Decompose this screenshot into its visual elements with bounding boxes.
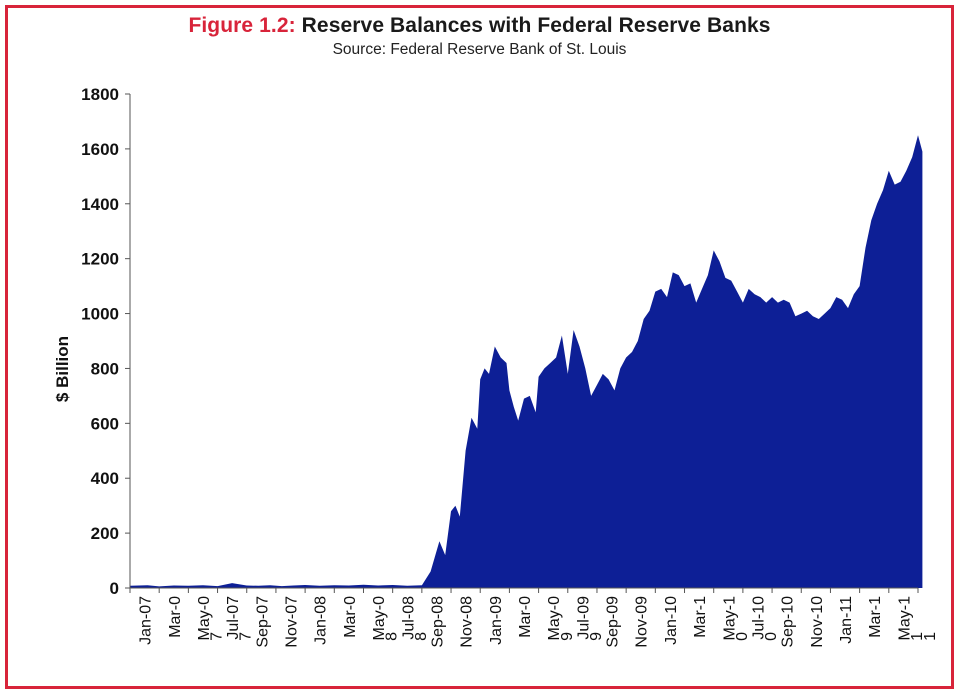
x-tick-label-fragment: 0 [734, 632, 751, 641]
y-tick-label: 1200 [81, 250, 119, 269]
x-tick-label: Jul-07 [225, 596, 242, 640]
x-tick-label: Jan-09 [488, 596, 505, 645]
x-tick-label-fragment: 8 [413, 632, 430, 641]
y-tick-label: 1000 [81, 305, 119, 324]
x-tick-label-fragment: 7 [209, 632, 226, 641]
y-tick-label: 200 [91, 524, 119, 543]
x-tick-label: Nov-10 [809, 596, 826, 648]
figure-label: Figure 1.2: [188, 14, 296, 37]
x-tick-label: Mar-0 [167, 596, 184, 638]
y-tick-label: 800 [91, 359, 119, 378]
x-tick-label: Jan-10 [663, 596, 680, 645]
x-tick-label: Jul-08 [400, 596, 417, 640]
x-tick-label-fragment: 1 [922, 632, 939, 641]
x-tick-label-fragment: 9 [588, 632, 605, 641]
x-tick-label-fragment: 0 [763, 632, 780, 641]
x-tick-label: Nov-07 [284, 596, 301, 648]
chart-title-text: Reserve Balances with Federal Reserve Ba… [301, 14, 771, 37]
x-tick-label: Sep-07 [254, 596, 271, 648]
area-series-0 [130, 135, 923, 588]
x-tick-label-fragment: 8 [384, 632, 401, 641]
y-axis-label: $ Billion [53, 336, 72, 402]
x-tick-label-fragment: 1 [909, 632, 926, 641]
y-tick-label: 400 [91, 469, 119, 488]
x-tick-label: Sep-09 [605, 596, 622, 648]
x-tick-label: Nov-09 [634, 596, 651, 648]
chart-subtitle: Source: Federal Reserve Bank of St. Loui… [332, 41, 627, 58]
x-tick-label: May-0 [371, 596, 388, 641]
chart-header: Figure 1.2: Reserve Balances with Federa… [0, 14, 959, 59]
x-tick-label: May-1 [896, 596, 913, 641]
x-tick-label: Mar-1 [867, 596, 884, 638]
x-tick-label-fragment: 7 [238, 632, 255, 641]
x-tick-label: Jul-09 [575, 596, 592, 640]
y-tick-label: 1400 [81, 195, 119, 214]
chart-title: Figure 1.2: Reserve Balances with Federa… [0, 14, 959, 38]
y-tick-label: 1800 [81, 85, 119, 104]
x-tick-label: Mar-0 [342, 596, 359, 638]
x-tick-label: Jan-11 [838, 596, 855, 644]
x-tick-label: Mar-0 [517, 596, 534, 638]
y-tick-label: 1600 [81, 140, 119, 159]
x-tick-label: Nov-08 [459, 596, 476, 648]
x-tick-label: May-0 [196, 596, 213, 641]
x-tick-label: Jul-10 [750, 596, 767, 640]
x-tick-label: May-1 [721, 596, 738, 641]
x-tick-label: Sep-08 [429, 596, 446, 648]
x-tick-label: Jan-07 [138, 596, 155, 645]
x-tick-label: Jan-08 [313, 596, 330, 645]
x-tick-label: Sep-10 [780, 596, 797, 648]
x-tick-label: May-0 [546, 596, 563, 641]
x-tick-label: Mar-1 [692, 596, 709, 638]
y-tick-label: 0 [110, 579, 119, 598]
x-tick-label-fragment: 9 [559, 632, 576, 641]
y-tick-label: 600 [91, 414, 119, 433]
